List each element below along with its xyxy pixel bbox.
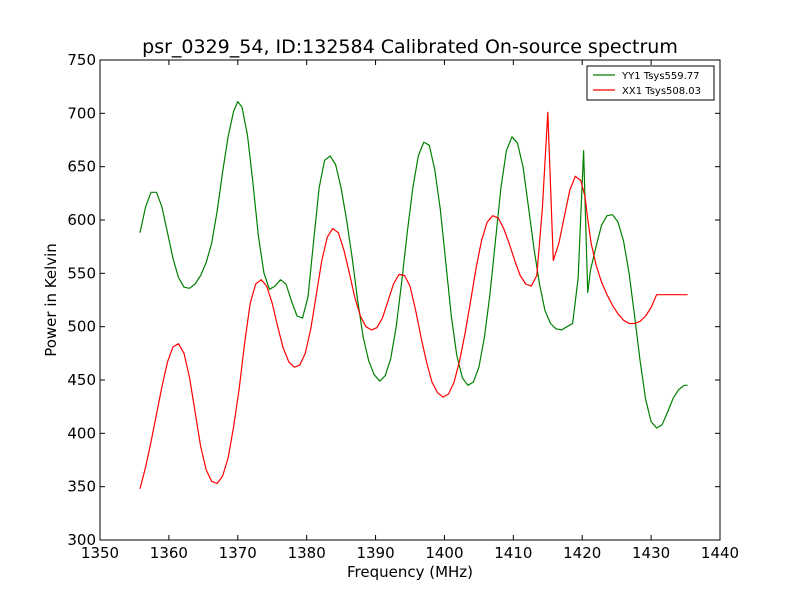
- y-tick-label: 700: [67, 104, 96, 122]
- legend-label: XX1 Tsys508.03: [622, 86, 701, 97]
- x-tick-label: 1410: [494, 544, 532, 562]
- legend-box: [586, 65, 715, 101]
- x-tick-label: 1400: [425, 544, 463, 562]
- x-tick-label: 1440: [701, 544, 739, 562]
- y-tick-label: 500: [67, 318, 96, 336]
- series-layer: [139, 100, 688, 489]
- x-tick-label: 1420: [563, 544, 601, 562]
- y-tick-label: 350: [67, 478, 96, 496]
- x-axis-title: Frequency (MHz): [347, 563, 473, 581]
- y-tick-label: 450: [67, 371, 96, 389]
- x-tick-label: 1390: [356, 544, 394, 562]
- series-line-1: [139, 100, 688, 429]
- y-tick-label: 750: [67, 51, 96, 69]
- x-tick-label: 1350: [81, 544, 119, 562]
- legend-label: YY1 Tsys559.77: [621, 71, 700, 82]
- y-tick-label: 300: [67, 531, 96, 549]
- y-tick-label: 650: [67, 158, 96, 176]
- x-tick-label: 1370: [219, 544, 257, 562]
- x-tick-label: 1380: [288, 544, 326, 562]
- y-axis-title: Power in Kelvin: [42, 243, 60, 357]
- legend: YY1 Tsys559.77 XX1 Tsys508.03: [586, 65, 715, 101]
- chart-title: psr_0329_54, ID:132584 Calibrated On-sou…: [142, 36, 678, 58]
- y-tick-label: 600: [67, 211, 96, 229]
- series-line-2: [139, 111, 688, 489]
- y-tick-label: 400: [67, 424, 96, 442]
- plot-frame: [99, 59, 721, 541]
- x-tick-label: 1430: [632, 544, 670, 562]
- y-tick-label: 550: [67, 264, 96, 282]
- axis-ticks: 1350 1360 1370 1380 1390 1400 1410 1420 1430 1440…: [67, 51, 739, 562]
- x-tick-label: 1360: [150, 544, 188, 562]
